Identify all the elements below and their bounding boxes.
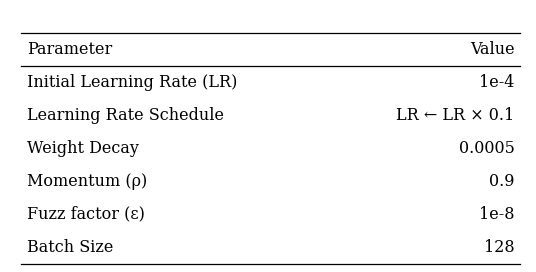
Text: Parameter: Parameter bbox=[27, 41, 112, 58]
Text: Value: Value bbox=[470, 41, 515, 58]
Text: 1e-8: 1e-8 bbox=[479, 206, 515, 223]
Text: LR ← LR × 0.1: LR ← LR × 0.1 bbox=[396, 107, 515, 124]
Text: Initial Learning Rate (LR): Initial Learning Rate (LR) bbox=[27, 74, 237, 91]
Text: 0.0005: 0.0005 bbox=[459, 140, 515, 157]
Text: 128: 128 bbox=[484, 239, 515, 256]
Text: Learning Rate Schedule: Learning Rate Schedule bbox=[27, 107, 224, 124]
Text: Fuzz factor (ε): Fuzz factor (ε) bbox=[27, 206, 145, 223]
Text: 0.9: 0.9 bbox=[489, 173, 515, 190]
Text: Batch Size: Batch Size bbox=[27, 239, 113, 256]
Text: Weight Decay: Weight Decay bbox=[27, 140, 139, 157]
Text: Momentum (ρ): Momentum (ρ) bbox=[27, 173, 147, 190]
Text: 1e-4: 1e-4 bbox=[479, 74, 515, 91]
